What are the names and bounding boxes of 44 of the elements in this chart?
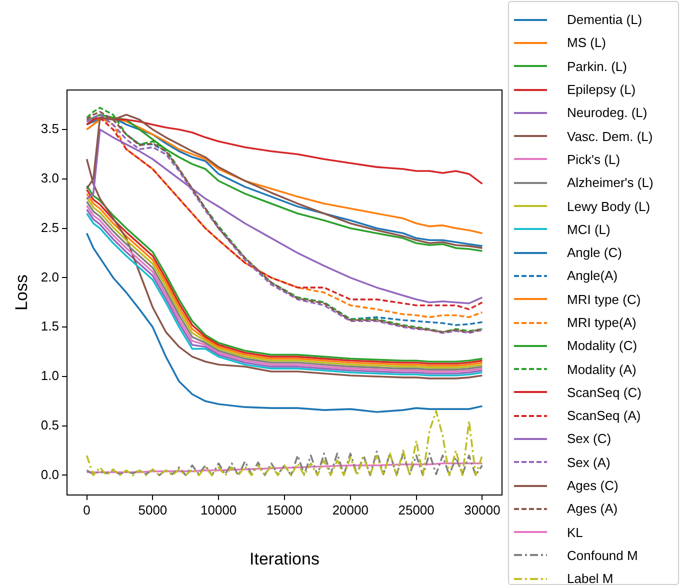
legend-label: MCI (L) (567, 222, 610, 237)
line-series (86, 450, 484, 476)
legend-label: Pick's (L) (567, 152, 620, 167)
legend-label: KL (567, 524, 583, 540)
x-tick-label: 10000 (200, 502, 237, 518)
legend-label: Ages (C) (567, 478, 618, 494)
x-tick-label: 30000 (464, 502, 500, 518)
x-axis-title: Iterations (250, 549, 320, 568)
y-tick-label: 1.0 (40, 368, 59, 384)
legend-label: Vasc. Dem. (L) (567, 128, 653, 144)
x-tick-label: 20000 (332, 502, 368, 518)
legend-label: MS (L) (567, 35, 606, 50)
legend-label: Epilepsy (L) (567, 82, 636, 98)
legend-label: Sex (C) (567, 431, 612, 446)
y-tick-label: 0.0 (40, 466, 59, 482)
y-tick-label: 3.0 (40, 170, 59, 186)
legend-label: Parkin. (L) (567, 58, 627, 74)
y-tick-label: 0.5 (40, 417, 59, 432)
legend-label: Angle (C) (567, 245, 622, 260)
x-tick-label: 0 (83, 502, 90, 518)
legend-label: Dementia (L) (567, 12, 642, 28)
x-tick-label: 5000 (138, 502, 168, 518)
legend-label: Ages (A) (567, 501, 618, 516)
y-tick-label: 1.5 (40, 318, 59, 334)
y-tick-label: 2.5 (40, 220, 59, 235)
legend-label: Neurodeg. (L) (567, 105, 648, 120)
legend-label: Alzheimer's (L) (567, 175, 654, 190)
legend-label: Lewy Body (L) (567, 198, 650, 214)
line-series (86, 410, 484, 476)
legend-label: Label M (567, 571, 614, 586)
legend-label: Sex (A) (567, 454, 610, 470)
x-tick-label: 15000 (266, 502, 303, 518)
legend-label: ScanSeq (C) (567, 384, 642, 400)
legend-label: Angle(A) (567, 268, 618, 284)
y-tick-label: 2.0 (40, 269, 59, 284)
x-tick-label: 25000 (398, 502, 434, 518)
y-tick-label: 3.5 (40, 121, 59, 136)
legend-label: Modality (A) (567, 362, 636, 377)
legend-label: MRI type (C) (567, 292, 641, 307)
legend-label: MRI type(A) (567, 315, 636, 330)
legend-label: Modality (C) (567, 338, 638, 354)
legend-label: Confound M (567, 548, 638, 563)
y-axis-title: Loss (12, 274, 31, 310)
legend-label: ScanSeq (A) (567, 408, 641, 424)
